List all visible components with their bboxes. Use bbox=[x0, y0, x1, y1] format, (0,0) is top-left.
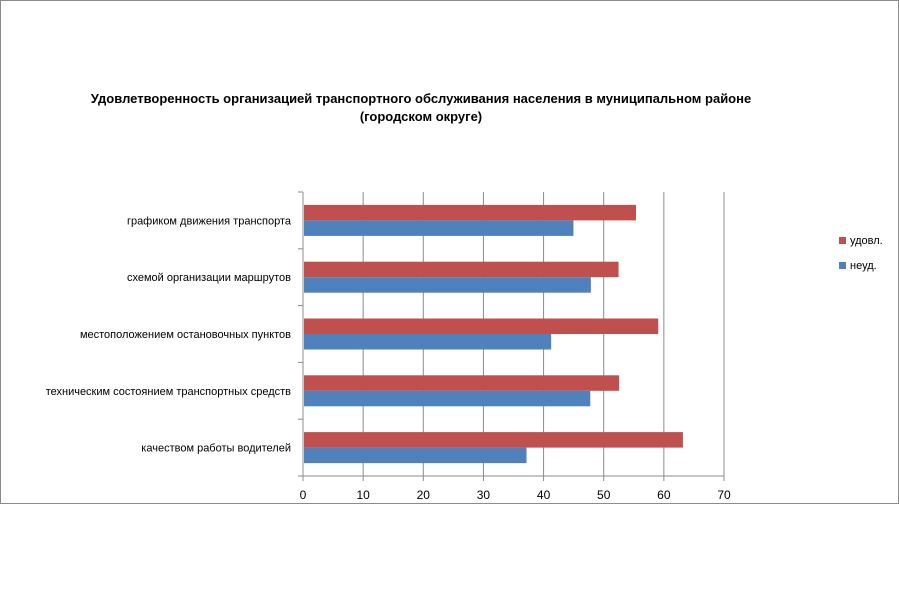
bar-unsatisfied bbox=[304, 334, 552, 350]
bar-satisfied bbox=[304, 261, 619, 278]
legend-label-unsatisfied: неуд. bbox=[850, 259, 877, 272]
category-label: местоположением остановочных пунктов bbox=[80, 329, 291, 341]
category-label: техническим состоянием транспортных сред… bbox=[46, 386, 291, 398]
bar-chart: 0 10 20 30 40 50 60 70 графиком движения транспо… bbox=[46, 191, 731, 502]
bar-unsatisfied bbox=[304, 390, 591, 407]
category-label: схемой организации маршрутов bbox=[127, 272, 291, 284]
category-label: графиком движения транспорта bbox=[127, 215, 292, 227]
bar-unsatisfied bbox=[304, 447, 527, 464]
bar-unsatisfied bbox=[304, 220, 574, 236]
x-tick-label: 70 bbox=[717, 488, 731, 502]
legend-swatch-satisfied bbox=[839, 237, 846, 244]
bar-satisfied bbox=[304, 432, 683, 448]
x-tick-label: 60 bbox=[657, 488, 671, 502]
legend: удовл. неуд. bbox=[839, 234, 883, 284]
chart-subtitle: (городском округе) bbox=[359, 109, 483, 124]
legend-swatch-unsatisfied bbox=[839, 262, 846, 269]
chart-title: Удовлетворенность организацией транспорт… bbox=[90, 91, 752, 106]
x-tick-label: 40 bbox=[537, 488, 551, 502]
bar-satisfied bbox=[304, 204, 636, 221]
x-tick-label: 20 bbox=[417, 488, 431, 502]
bar-unsatisfied bbox=[304, 277, 591, 293]
legend-item-satisfied: удовл. bbox=[839, 234, 883, 247]
x-tick-label: 50 bbox=[597, 488, 611, 502]
x-tick-label: 0 bbox=[300, 488, 307, 502]
x-tick-label: 30 bbox=[477, 488, 491, 502]
legend-item-unsatisfied: неуд. bbox=[839, 259, 883, 272]
category-label: качеством работы водителей bbox=[141, 443, 291, 455]
chart-area: Удовлетворенность организацией транспорт… bbox=[0, 0, 899, 504]
bar-satisfied bbox=[304, 318, 659, 334]
bar-satisfied bbox=[304, 375, 620, 391]
x-tick-label: 10 bbox=[356, 488, 370, 502]
legend-label-satisfied: удовл. bbox=[850, 234, 883, 247]
